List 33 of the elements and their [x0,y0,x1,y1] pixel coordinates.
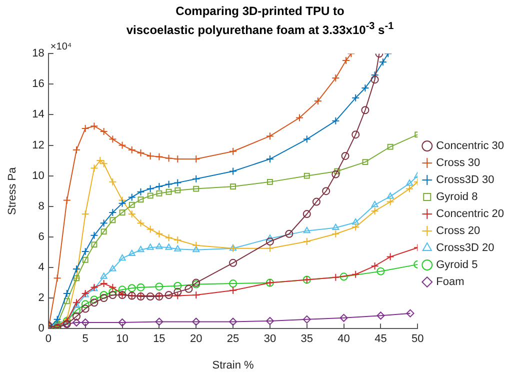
x-tick-label: 30 [264,333,276,346]
legend-label: Cross 30 [436,157,480,170]
y-axis-title: Stress Pa [6,166,19,215]
x-tick-label: 20 [190,333,202,346]
x-axis-title: Strain % [212,359,254,372]
legend-label: Concentric 30 [436,140,504,152]
x-tick-label: 25 [226,333,240,346]
y-tick-label: 14 [32,108,44,121]
y-tick-label: 18 [32,48,44,60]
y-tick-label: 2 [38,292,44,304]
legend-label: Cross3D 20 [436,242,494,254]
y-tick-label: 16 [32,78,44,90]
y-tick-label: 12 [32,139,44,152]
x-tick-label: 50 [412,333,424,346]
x-tick-label: 5 [82,333,88,346]
y-tick-label: 4 [38,262,44,274]
x-tick-label: 35 [300,333,313,346]
legend-label: Gyroid 8 [436,191,478,204]
text: ×10⁴ [50,41,72,52]
y-tick-label: 0 [38,322,44,335]
x-tick-label: 15 [153,333,166,346]
legend-label: Concentric 20 [436,208,504,220]
y-tick-label: 8 [38,200,44,212]
legend-label: Gyroid 5 [436,259,478,272]
x-tick-label: 40 [338,333,350,346]
y-tick-label: 6 [38,230,44,243]
legend-label: Cross3D 30 [436,174,494,186]
x-tick-label: 45 [374,333,387,346]
y-tick-label: 10 [32,170,44,182]
x-tick-label: 10 [116,333,128,346]
legend-label: Cross 20 [436,225,480,238]
legend-label: Foam [436,276,464,288]
chart-title: Comparing 3D-printed TPU to viscoelastic polyurethane foam at 3.33x10$^{-3}$ s$^{-1}$ [125,4,395,38]
